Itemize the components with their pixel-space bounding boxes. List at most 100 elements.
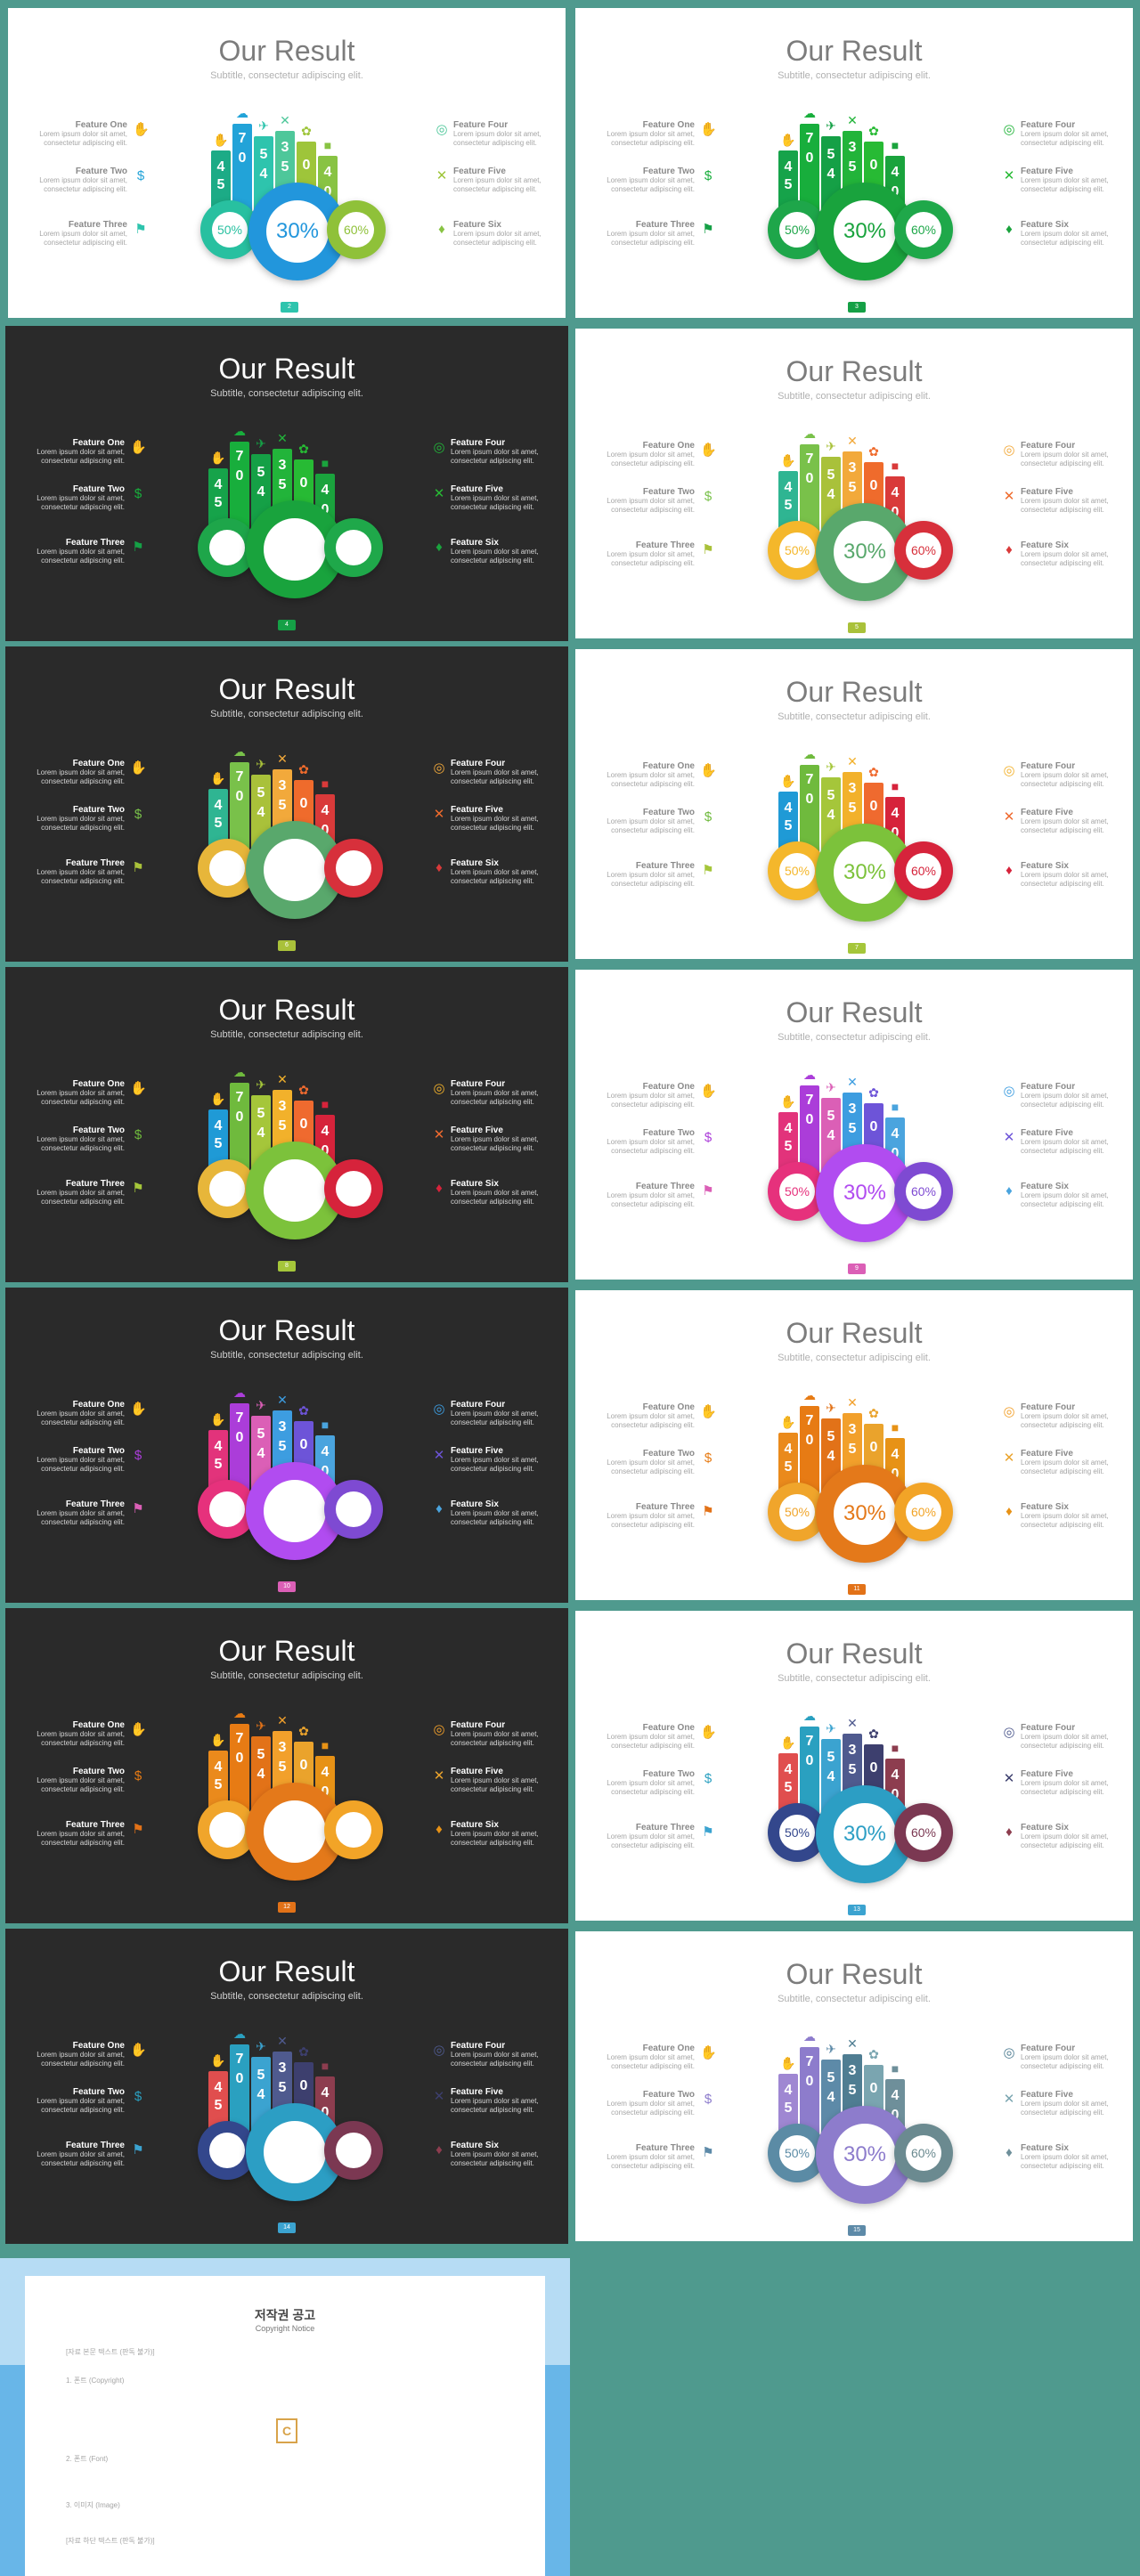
bar-number: 0 [869, 1440, 878, 1455]
bar-number: 4 [321, 1765, 330, 1780]
donut-percent: 60% [910, 2145, 937, 2160]
money-icon: $ [704, 809, 712, 825]
cloud-icon: ☁ [233, 424, 246, 438]
center-donut [246, 1462, 344, 1560]
donut-hole [264, 1159, 326, 1222]
drop-icon: ♦ [436, 1501, 443, 1516]
donut-hole: 50% [779, 2135, 815, 2171]
feature-name: Feature One [72, 759, 125, 768]
donut-hole: 30% [266, 200, 329, 263]
cloud-icon: ☁ [233, 1386, 246, 1400]
feature-2: Feature Two Lorem ipsum dolor sit amet, c… [606, 2090, 695, 2117]
leaf-icon: ✿ [298, 1083, 309, 1097]
feature-name: Feature Four [1021, 1402, 1076, 1412]
donut-hole: 50% [212, 212, 248, 248]
lifebuoy-icon: ◎ [433, 760, 445, 776]
hand-icon: ✋ [700, 122, 717, 137]
feature-1: Feature One Lorem ipsum dolor sit amet, c… [606, 1723, 695, 1751]
tools-icon: ✕ [433, 807, 445, 822]
windmill-icon: ✕ [277, 752, 288, 766]
donut-hole: 50% [779, 212, 815, 248]
donut-percent: 60% [910, 1504, 937, 1519]
right-donut: 60% [894, 521, 953, 580]
bar-number: 3 [848, 1101, 857, 1117]
bar-number: 5 [256, 1747, 265, 1762]
box-icon: ■ [321, 456, 330, 470]
donut-percent: 30% [275, 218, 320, 243]
slide-title: Our Result [786, 1637, 923, 1670]
box-icon: ■ [891, 1741, 900, 1755]
tools-icon: ✕ [1003, 1130, 1015, 1145]
feature-desc: Lorem ipsum dolor sit amet, consectetur … [451, 1135, 539, 1152]
result-chart: 4 5 ✋ 7 0 ☁ 5 4 ✈ 3 5 ✕ 0 ✿ 4 0 ■ 50% 30% 60% [718, 738, 985, 922]
feature-4: Feature Four Lorem ipsum dolor sit amet, … [451, 759, 540, 786]
hand-icon: ✋ [780, 1415, 796, 1429]
donut-hole [336, 850, 371, 886]
hand-icon: ✋ [210, 2053, 226, 2068]
drop-icon: ♦ [436, 1181, 443, 1196]
donut-percent: 60% [910, 863, 937, 878]
slide-subtitle: Subtitle, consectetur adipiscing elit. [210, 1029, 363, 1040]
donut-percent: 60% [910, 1183, 937, 1199]
bar-number: 4 [891, 1767, 900, 1783]
money-icon: $ [136, 168, 145, 183]
page-number: 2 [281, 302, 298, 313]
money-icon: $ [134, 807, 142, 822]
feature-desc: Lorem ipsum dolor sit amet, consectetur … [451, 448, 539, 465]
plane-icon: ✈ [258, 118, 269, 133]
donut-hole: 30% [834, 2124, 896, 2186]
bar-number: 0 [321, 502, 330, 517]
bar-number: 4 [256, 805, 265, 820]
feature-desc: Lorem ipsum dolor sit amet, consectetur … [453, 230, 542, 247]
money-icon: $ [704, 2092, 712, 2107]
feature-name: Feature One [72, 438, 125, 448]
donut-hole [336, 530, 371, 565]
donut-percent: 60% [910, 222, 937, 237]
plane-icon: ✈ [256, 757, 266, 771]
hand-icon: ✋ [700, 2045, 717, 2060]
feature-desc: Lorem ipsum dolor sit amet, consectetur … [453, 130, 542, 147]
right-donut: 60% [894, 2124, 953, 2182]
right-donut [324, 518, 383, 577]
feature-desc: Lorem ipsum dolor sit amet, consectetur … [1021, 2053, 1109, 2070]
bar-number: 5 [214, 1136, 223, 1151]
lifebuoy-icon: ◎ [1003, 1084, 1015, 1099]
slide-title: Our Result [786, 1958, 923, 1990]
bar-number: 7 [805, 451, 814, 467]
feature-desc: Lorem ipsum dolor sit amet, consectetur … [607, 451, 695, 467]
bar-number: 5 [826, 1109, 835, 1124]
bar-number: 5 [278, 1118, 287, 1134]
bar-number: 0 [323, 184, 332, 199]
feature-1: Feature One Lorem ipsum dolor sit amet, c… [36, 1720, 125, 1748]
center-donut [246, 1142, 344, 1239]
hand-icon: ✋ [210, 1733, 226, 1747]
slide-subtitle: Subtitle, consectetur adipiscing elit. [210, 1350, 363, 1361]
feature-5: Feature Five Lorem ipsum dolor sit amet, … [451, 1767, 540, 1794]
feature-name: Feature Two [642, 1769, 695, 1779]
feature-desc: Lorem ipsum dolor sit amet, consectetur … [451, 2150, 539, 2167]
leaf-icon: ✿ [868, 2047, 879, 2061]
bar-number: 0 [238, 150, 247, 166]
feature-desc: Lorem ipsum dolor sit amet, consectetur … [1021, 1191, 1109, 1208]
bar-number: 5 [784, 1139, 793, 1154]
feature-desc: Lorem ipsum dolor sit amet, consectetur … [451, 1189, 539, 1206]
bar-number: 0 [891, 2108, 900, 2123]
left-donut [198, 1800, 256, 1859]
donut-hole [209, 850, 245, 886]
feature-6: Feature Six Lorem ipsum dolor sit amet, c… [451, 1820, 540, 1848]
feature-6: Feature Six Lorem ipsum dolor sit amet, c… [1021, 861, 1110, 889]
bar-number: 4 [826, 2090, 835, 2105]
feature-name: Feature One [642, 761, 695, 771]
feature-name: Feature Two [72, 1446, 125, 1456]
feature-1: Feature One Lorem ipsum dolor sit amet, c… [606, 2044, 695, 2071]
feature-4: Feature Four Lorem ipsum dolor sit amet, … [1021, 761, 1110, 789]
feature-desc: Lorem ipsum dolor sit amet, consectetur … [1021, 230, 1109, 247]
feature-name: Feature One [642, 441, 695, 451]
feature-6: Feature Six Lorem ipsum dolor sit amet, c… [1021, 2143, 1110, 2171]
donut-hole: 60% [906, 1815, 941, 1850]
cloud-icon: ☁ [803, 2029, 816, 2044]
feature-name: Feature Four [451, 759, 506, 768]
